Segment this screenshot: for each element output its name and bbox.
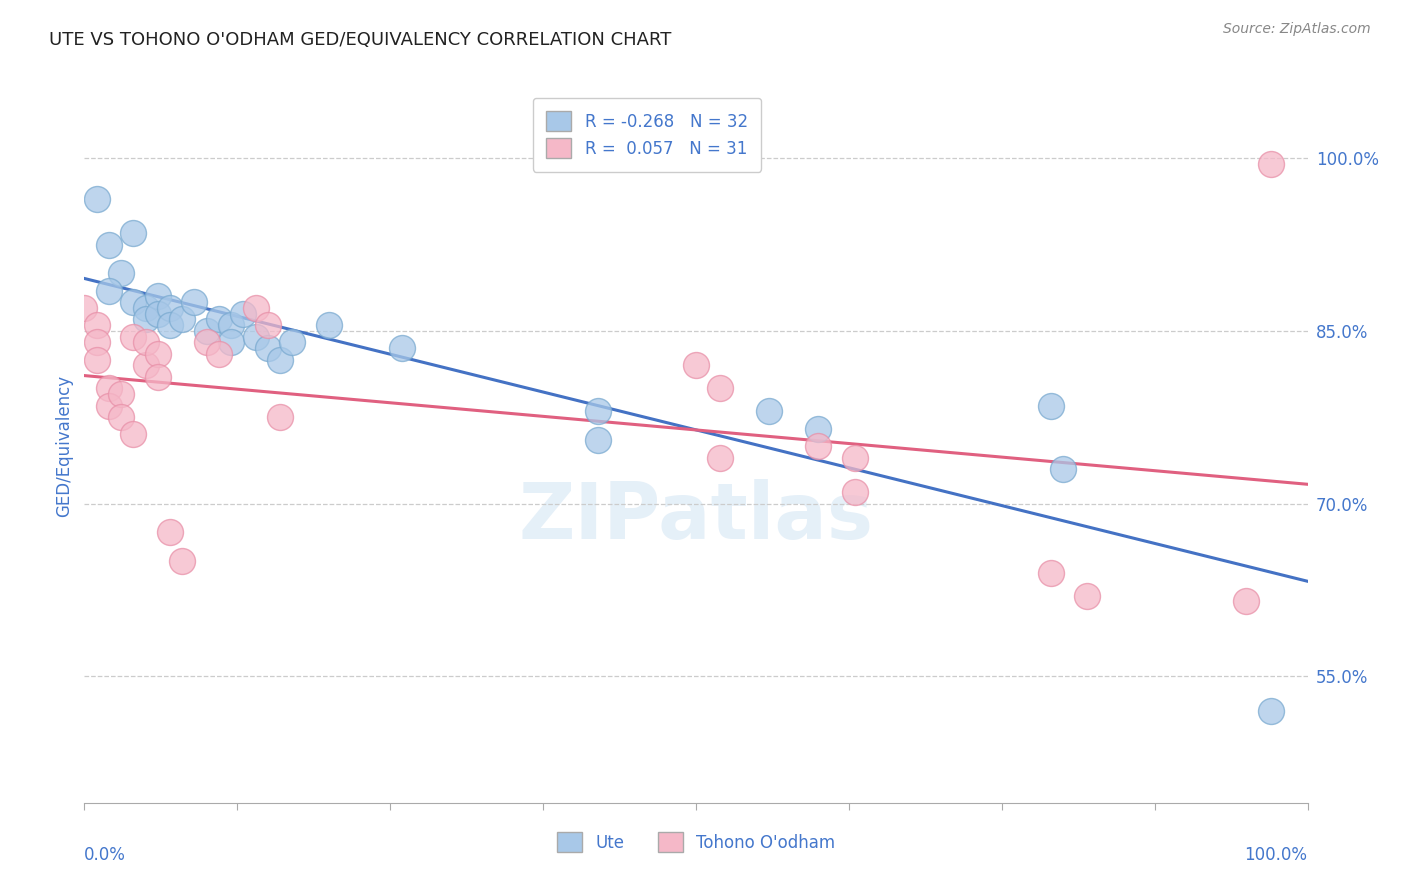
- Point: [110, 266, 132, 280]
- Point: [269, 410, 291, 425]
- Point: [97, 237, 120, 252]
- Text: 0.0%: 0.0%: [84, 846, 127, 863]
- Point: [281, 335, 304, 350]
- Point: [318, 318, 340, 333]
- Text: Source: ZipAtlas.com: Source: ZipAtlas.com: [1223, 22, 1371, 37]
- Point: [159, 525, 181, 540]
- Point: [807, 439, 830, 453]
- Point: [586, 434, 609, 448]
- Point: [257, 341, 280, 355]
- Legend: Ute, Tohono O'odham: Ute, Tohono O'odham: [544, 819, 848, 866]
- Point: [159, 318, 181, 333]
- Point: [122, 427, 145, 442]
- Point: [86, 318, 108, 333]
- Point: [1260, 157, 1282, 171]
- Point: [219, 335, 242, 350]
- Point: [135, 359, 157, 373]
- Point: [844, 485, 866, 500]
- Text: UTE VS TOHONO O'ODHAM GED/EQUIVALENCY CORRELATION CHART: UTE VS TOHONO O'ODHAM GED/EQUIVALENCY CO…: [49, 31, 672, 49]
- Point: [269, 352, 291, 367]
- Point: [122, 329, 145, 343]
- Point: [709, 450, 731, 465]
- Y-axis label: GED/Equivalency: GED/Equivalency: [55, 375, 73, 517]
- Point: [159, 301, 181, 315]
- Point: [110, 387, 132, 401]
- Point: [172, 554, 194, 568]
- Point: [146, 370, 169, 384]
- Point: [86, 335, 108, 350]
- Point: [257, 318, 280, 333]
- Point: [97, 399, 120, 413]
- Point: [245, 301, 267, 315]
- Point: [135, 312, 157, 326]
- Point: [73, 301, 96, 315]
- Point: [709, 381, 731, 395]
- Point: [391, 341, 413, 355]
- Text: ZIPatlas: ZIPatlas: [519, 479, 873, 556]
- Point: [86, 352, 108, 367]
- Point: [195, 335, 218, 350]
- Point: [685, 359, 707, 373]
- Point: [586, 404, 609, 418]
- Point: [208, 347, 231, 361]
- Point: [1236, 594, 1258, 608]
- Point: [122, 295, 145, 310]
- Point: [146, 347, 169, 361]
- Point: [1052, 462, 1074, 476]
- Point: [208, 312, 231, 326]
- Point: [219, 318, 242, 333]
- Point: [1260, 704, 1282, 718]
- Point: [1076, 589, 1098, 603]
- Point: [146, 289, 169, 303]
- Point: [135, 301, 157, 315]
- Point: [844, 450, 866, 465]
- Point: [97, 381, 120, 395]
- Point: [195, 324, 218, 338]
- Point: [807, 422, 830, 436]
- Point: [135, 335, 157, 350]
- Point: [146, 307, 169, 321]
- Text: 100.0%: 100.0%: [1244, 846, 1308, 863]
- Point: [172, 312, 194, 326]
- Point: [122, 226, 145, 240]
- Point: [1039, 399, 1062, 413]
- Point: [86, 192, 108, 206]
- Point: [232, 307, 254, 321]
- Point: [1039, 566, 1062, 580]
- Point: [110, 410, 132, 425]
- Point: [97, 284, 120, 298]
- Point: [183, 295, 205, 310]
- Point: [758, 404, 780, 418]
- Point: [245, 329, 267, 343]
